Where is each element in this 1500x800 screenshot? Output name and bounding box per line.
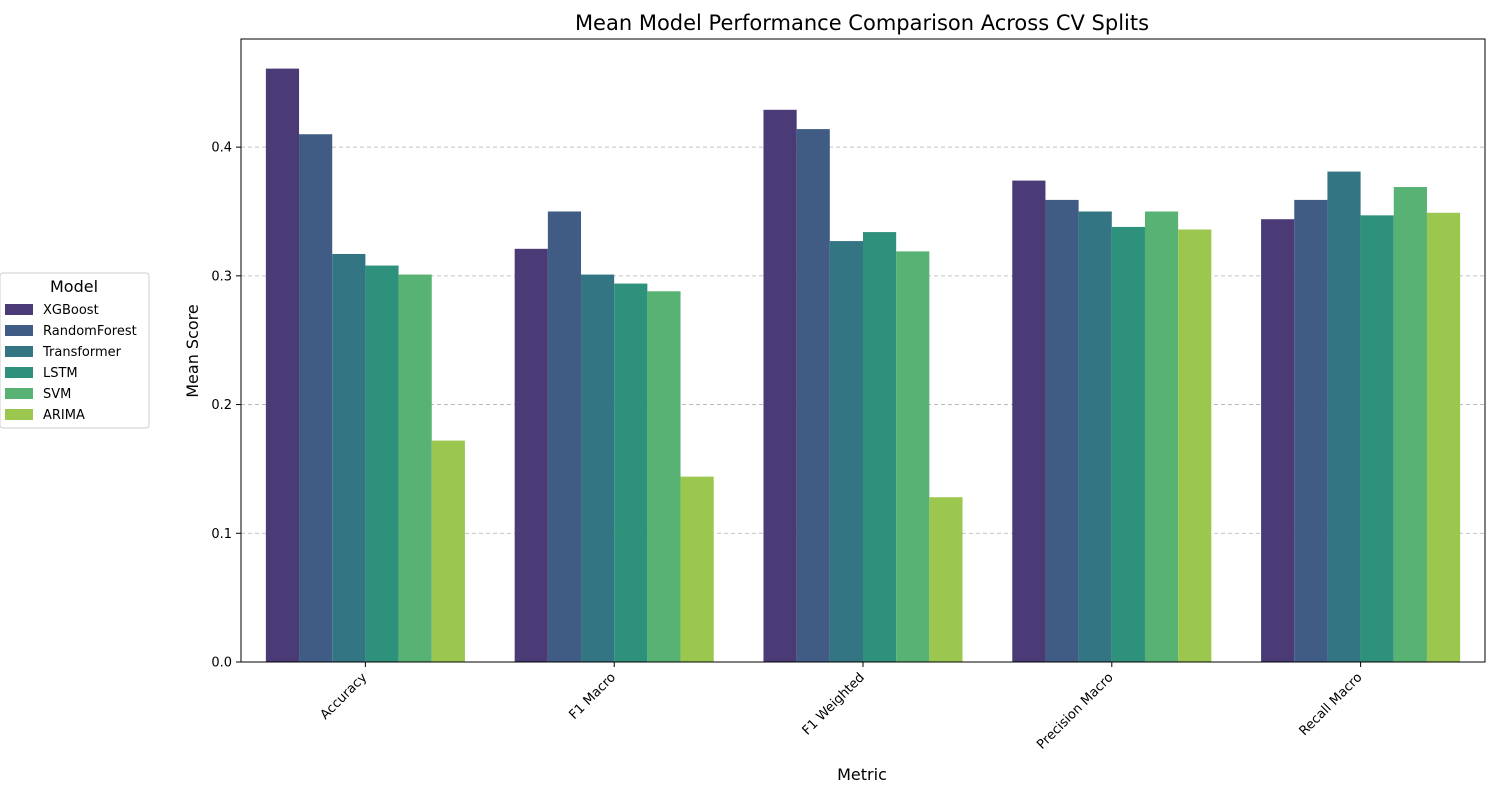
bar-svm-precision-macro [1144, 211, 1179, 663]
y-tick-label: 0.4 [211, 141, 232, 156]
bar-xgboost-recall-macro [1261, 219, 1295, 662]
chart-title: Mean Model Performance Comparison Across… [575, 11, 1149, 35]
bar-transformer-f1-macro [581, 274, 615, 662]
bar-transformer-accuracy [332, 253, 366, 662]
y-tick-label: 0.3 [211, 269, 232, 284]
bar-arima-f1-macro [680, 476, 714, 662]
legend-swatch [5, 304, 33, 315]
bar-arima-recall-macro [1426, 212, 1461, 662]
bar-svm-recall-macro [1393, 187, 1427, 662]
x-axis: Accuracy F1 Macro F1 Weighted Precision Mac… [318, 662, 1366, 753]
x-tick-label: F1 Macro [567, 670, 620, 723]
bar-randomforest-f1-weighted [796, 129, 830, 663]
bar-xgboost-precision-macro [1012, 180, 1046, 662]
bar-lstm-recall-macro [1360, 215, 1394, 663]
x-axis-label: Metric [837, 765, 887, 784]
x-tick-label: F1 Weighted [800, 670, 868, 738]
legend-label: ARIMA [43, 408, 85, 423]
bar-randomforest-f1-macro [547, 211, 582, 663]
y-tick-label: 0.2 [211, 398, 232, 413]
legend-swatch [5, 346, 33, 357]
bar-xgboost-f1-macro [514, 248, 548, 662]
legend-items: XGBoost RandomForest Transformer LSTM SVM ARI… [5, 303, 137, 423]
bar-lstm-f1-macro [614, 283, 648, 662]
bar-randomforest-recall-macro [1294, 199, 1328, 663]
legend-box [0, 272, 150, 429]
legend-label: Transformer [42, 345, 122, 360]
bar-svm-accuracy [398, 274, 432, 662]
y-axis: 0.0 0.1 0.2 0.3 0.4 [211, 141, 241, 671]
bar-transformer-f1-weighted [829, 241, 863, 662]
bar-svm-f1-weighted [896, 251, 930, 663]
bars [265, 68, 1461, 663]
x-tick-label: Precision Macro [1034, 670, 1116, 752]
bar-randomforest-accuracy [299, 134, 333, 662]
legend-label: RandomForest [43, 324, 137, 339]
bar-lstm-f1-weighted [863, 232, 897, 663]
bar-arima-f1-weighted [929, 497, 963, 662]
bar-lstm-precision-macro [1111, 226, 1145, 662]
x-tick-label: Recall Macro [1297, 670, 1366, 739]
legend-label: XGBoost [43, 303, 99, 318]
legend-swatch [5, 325, 33, 336]
bar-randomforest-precision-macro [1045, 199, 1079, 663]
legend-title: Model [50, 277, 98, 296]
legend: Model XGBoost RandomForest Transformer LSTM… [0, 272, 150, 429]
legend-swatch [5, 388, 33, 399]
bar-xgboost-f1-weighted [763, 109, 797, 662]
y-tick-label: 0.1 [211, 527, 232, 542]
bar-lstm-accuracy [365, 265, 399, 662]
bar-svm-f1-macro [647, 291, 681, 662]
y-axis-label: Mean Score [183, 304, 202, 398]
legend-label: SVM [43, 387, 71, 402]
x-tick-label: Accuracy [318, 670, 371, 723]
bar-transformer-recall-macro [1327, 171, 1361, 663]
legend-swatch [5, 367, 33, 378]
y-tick-label: 0.0 [211, 656, 232, 671]
bar-arima-accuracy [431, 440, 465, 662]
bar-xgboost-accuracy [265, 68, 300, 663]
legend-label: LSTM [43, 366, 78, 381]
legend-swatch [5, 409, 33, 420]
bar-transformer-precision-macro [1078, 211, 1112, 663]
bar-arima-precision-macro [1178, 229, 1212, 662]
